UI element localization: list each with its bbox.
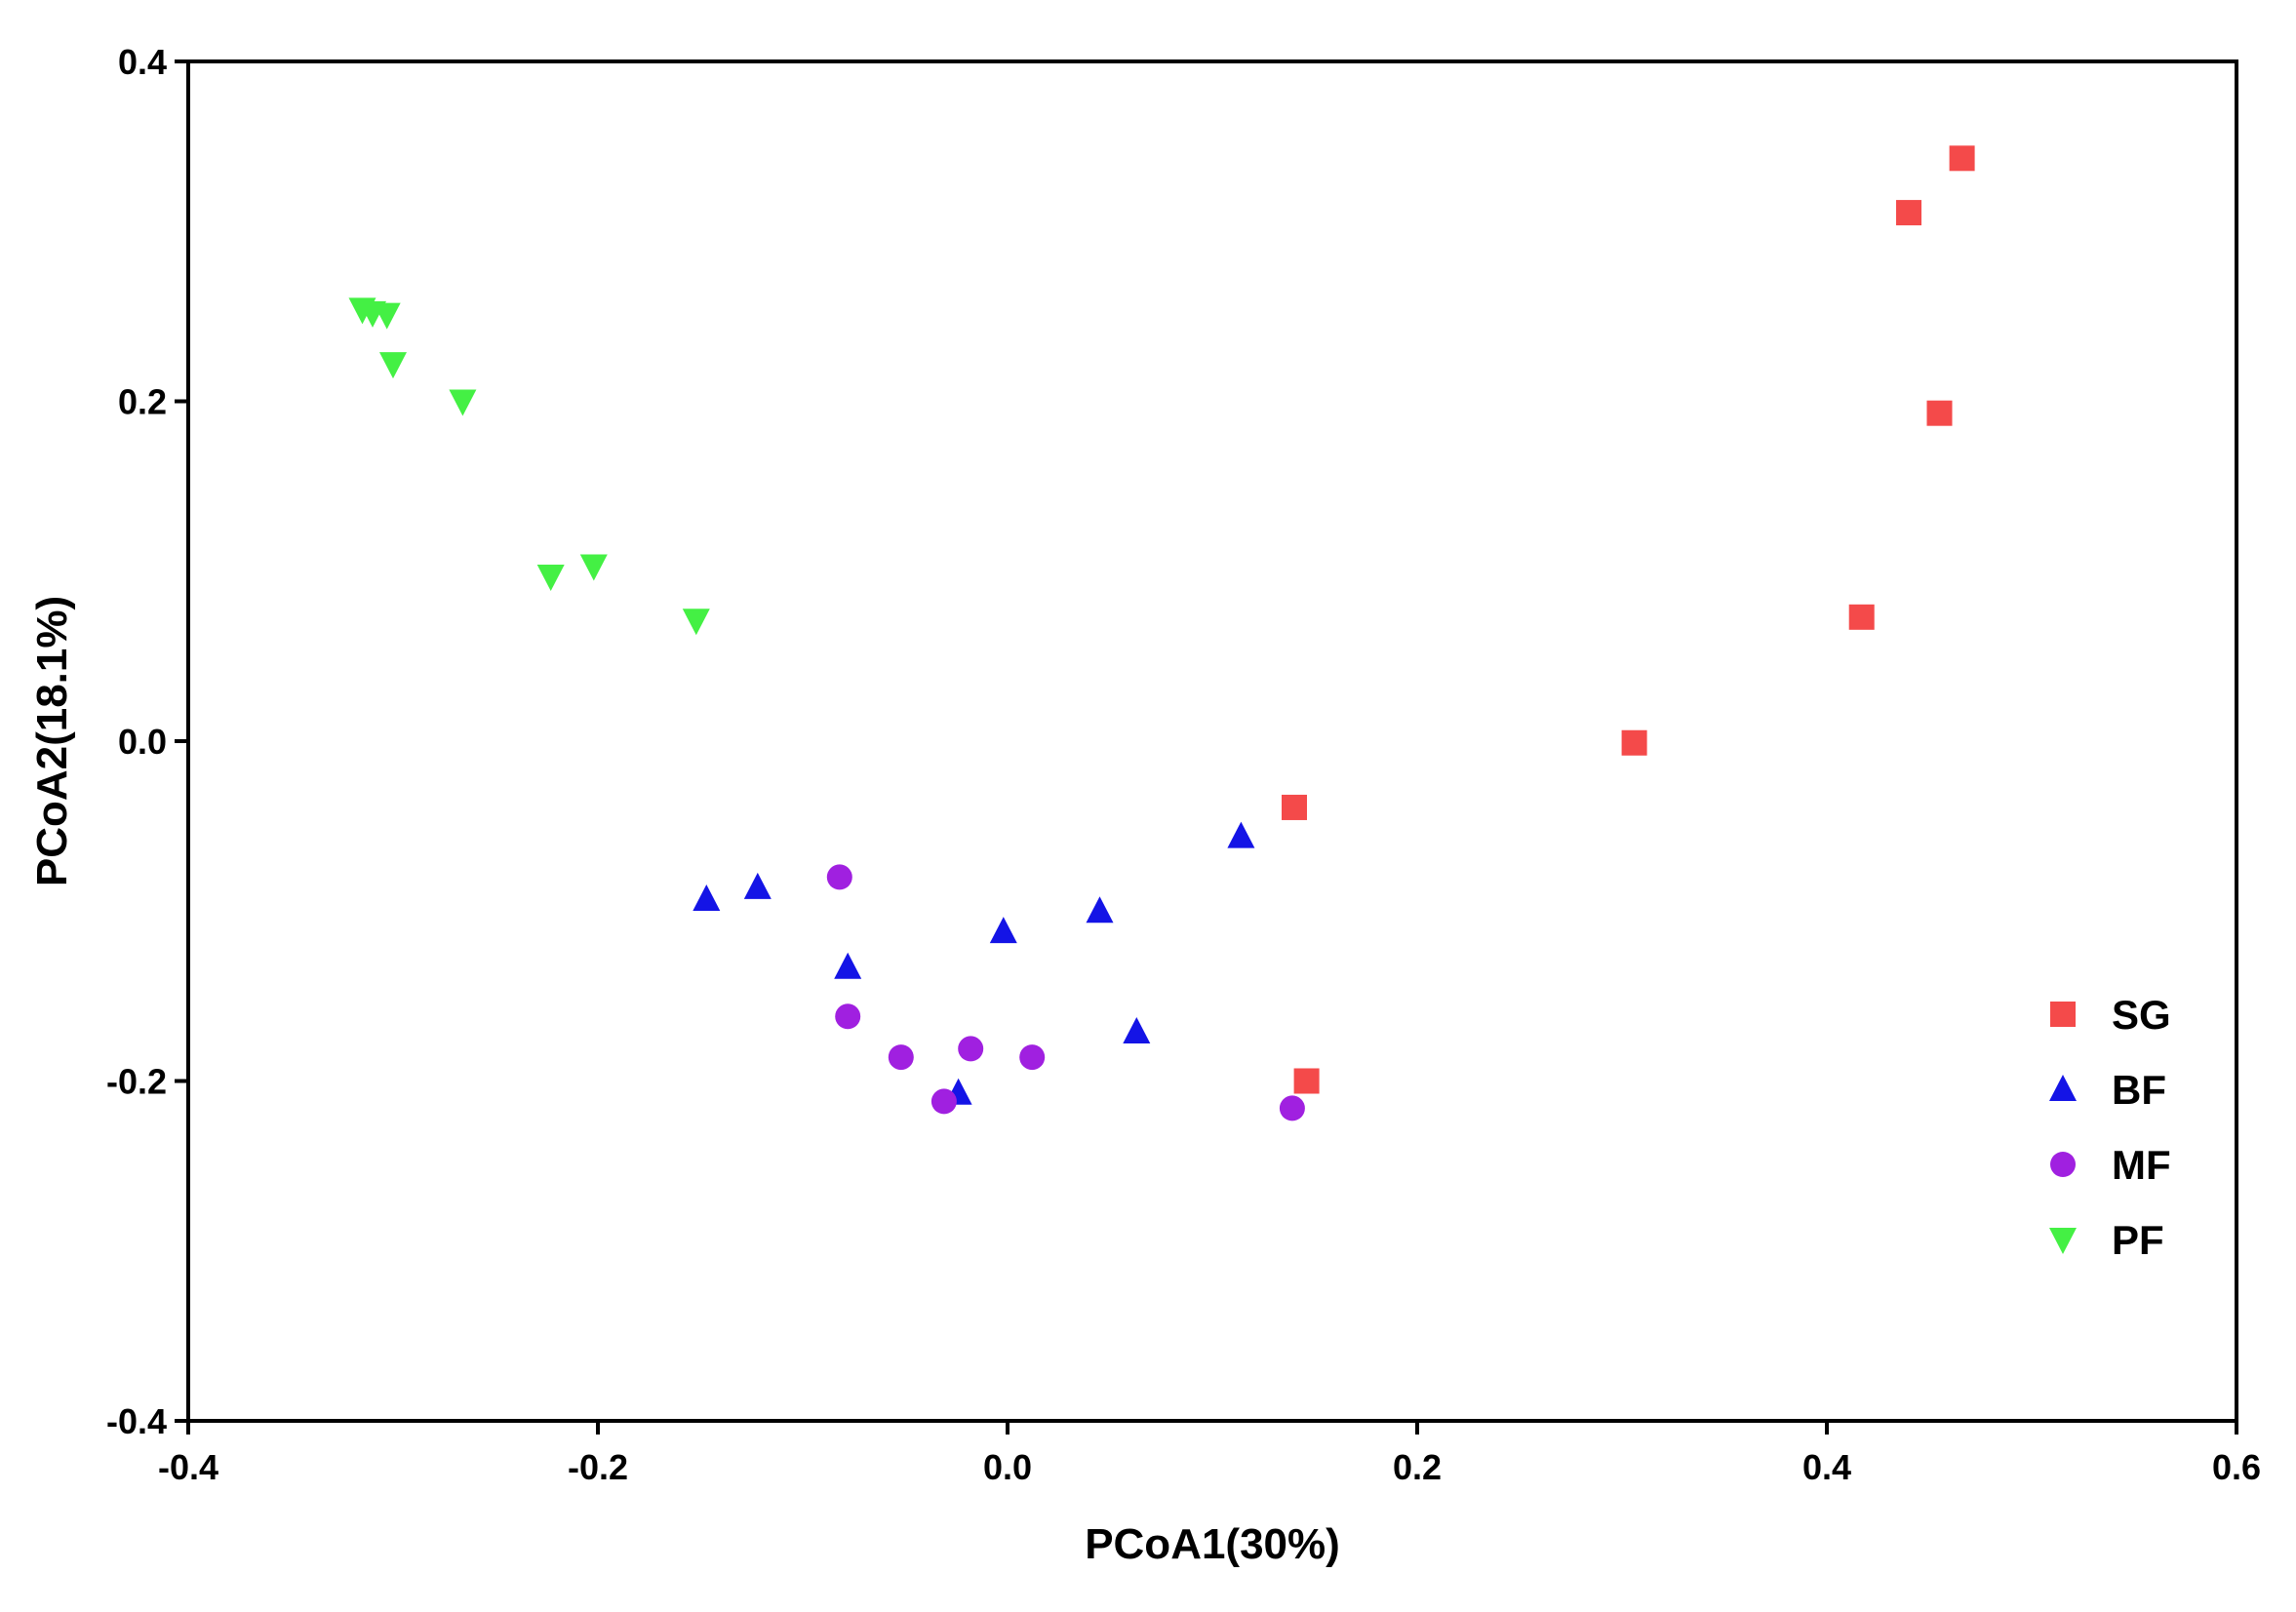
y-tick-label: -0.4 <box>106 1401 167 1441</box>
plot-border <box>186 59 2238 1423</box>
x-tick-label: -0.2 <box>568 1447 628 1487</box>
legend-marker-mf <box>2050 1152 2076 1177</box>
point-pf <box>579 554 608 581</box>
point-sg <box>1896 200 1921 226</box>
point-pf <box>682 609 710 636</box>
x-axis: -0.4 -0.2 0.0 0.2 0.4 0.6 <box>158 1421 2261 1487</box>
legend-label-sg: SG <box>2112 992 2171 1038</box>
point-mf <box>888 1044 914 1071</box>
point-bf <box>989 917 1017 944</box>
y-tick-label: 0.0 <box>118 722 167 762</box>
plot-frame <box>186 59 2238 1423</box>
point-sg <box>1848 604 1875 630</box>
point-sg <box>1282 794 1307 820</box>
y-tick-label: -0.2 <box>106 1062 167 1102</box>
point-mf <box>826 864 852 890</box>
point-mf <box>835 1003 861 1030</box>
x-axis-title: PCoA1(30%) <box>1085 1520 1340 1568</box>
legend-label-pf: PF <box>2112 1217 2164 1263</box>
point-pf <box>536 564 565 591</box>
x-tick-label: 0.4 <box>1802 1447 1851 1487</box>
x-tick-label: 0.0 <box>983 1447 1032 1487</box>
point-sg <box>1949 145 1975 172</box>
point-sg <box>1293 1068 1320 1094</box>
y-axis-title: PCoA2(18.1%) <box>28 596 76 886</box>
point-pf <box>449 389 477 416</box>
point-bf <box>1123 1016 1151 1043</box>
point-bf <box>693 885 721 912</box>
legend-label-bf: BF <box>2112 1067 2166 1113</box>
legend-marker-bf <box>2049 1075 2077 1101</box>
legend-label-mf: MF <box>2112 1142 2171 1188</box>
x-tick-label: 0.6 <box>2212 1447 2261 1487</box>
point-mf <box>930 1088 957 1115</box>
point-pf <box>379 352 407 379</box>
point-bf <box>1086 896 1114 924</box>
point-bf <box>1227 821 1255 848</box>
point-sg <box>1621 729 1647 756</box>
y-axis: 0.4 0.2 0.0 -0.2 -0.4 <box>106 42 188 1441</box>
legend-marker-pf <box>2049 1228 2077 1254</box>
y-tick-label: 0.4 <box>118 42 167 82</box>
y-tick-label: 0.2 <box>118 382 167 422</box>
point-pf <box>373 302 401 330</box>
point-mf <box>1279 1095 1305 1121</box>
x-tick-label: 0.2 <box>1393 1447 1442 1487</box>
legend-marker-sg <box>2050 1002 2076 1027</box>
point-bf <box>834 952 862 979</box>
point-mf <box>958 1036 984 1062</box>
point-sg <box>1926 400 1953 426</box>
x-tick-label: -0.4 <box>158 1447 218 1487</box>
data-points <box>348 145 1975 1121</box>
legend: SG BF MF PF <box>2049 992 2171 1263</box>
point-bf <box>743 872 772 899</box>
point-mf <box>1019 1044 1046 1071</box>
